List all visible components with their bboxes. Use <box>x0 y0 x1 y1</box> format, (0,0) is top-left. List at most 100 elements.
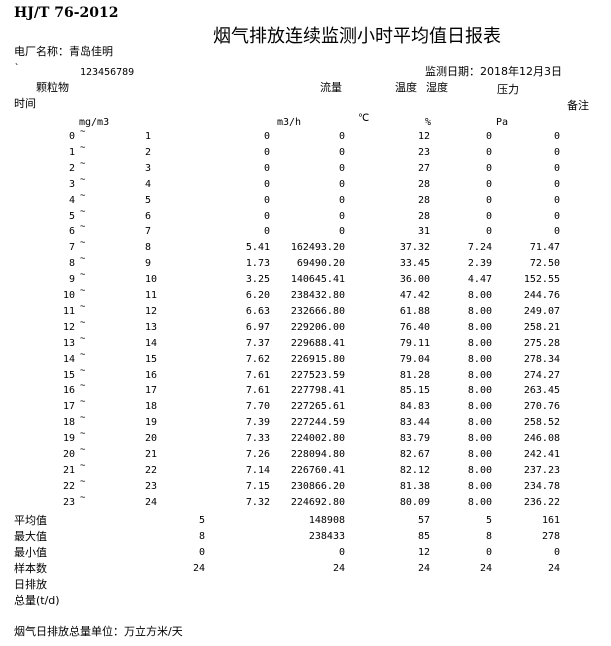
summary-humidity: 5 <box>485 515 492 526</box>
tilde-mark: ~ <box>80 413 86 424</box>
hour-start: 20 <box>62 449 75 460</box>
tilde-mark: ~ <box>80 174 86 185</box>
cell-humidity: 8.00 <box>467 321 492 333</box>
hour-start: 7 <box>68 242 75 254</box>
cell-humidity: 8.00 <box>467 480 492 492</box>
cell-particles: 3.25 <box>245 274 270 286</box>
standard-code: HJ/T 76-2012 <box>14 5 119 21</box>
cell-flow: 227265.61 <box>290 401 345 413</box>
tilde-mark: ~ <box>80 476 86 487</box>
tilde-mark: ~ <box>80 301 86 312</box>
cell-particles: 7.61 <box>245 385 270 397</box>
cell-temperature: 33.45 <box>399 258 430 270</box>
col-time: 时间 <box>14 97 36 110</box>
cell-pressure: 275.28 <box>523 337 560 349</box>
summary-particles: 24 <box>192 563 205 574</box>
cell-humidity: 8.00 <box>467 353 492 365</box>
cell-temperature: 28 <box>417 210 430 222</box>
cell-temperature: 85.15 <box>399 385 430 397</box>
cell-particles: 7.32 <box>245 496 270 508</box>
hour-end: 8 <box>145 242 152 254</box>
cell-flow: 228094.80 <box>290 449 345 460</box>
cell-pressure: 0 <box>553 194 560 206</box>
cell-temperature: 80.09 <box>399 496 430 508</box>
unit-humidity: % <box>425 117 432 128</box>
cell-humidity: 8.00 <box>467 337 492 349</box>
cell-flow: 227798.41 <box>290 385 345 397</box>
cell-pressure: 249.07 <box>523 305 560 317</box>
hour-start: 4 <box>68 194 75 206</box>
cell-flow: 227244.59 <box>290 417 345 429</box>
cell-flow: 0 <box>338 131 345 142</box>
cell-temperature: 81.38 <box>399 480 430 492</box>
cell-temperature: 83.44 <box>399 417 430 429</box>
cell-pressure: 0 <box>553 210 560 222</box>
tilde-mark: ~ <box>80 127 86 137</box>
cell-humidity: 7.24 <box>467 242 492 254</box>
cell-flow: 227523.59 <box>290 369 345 381</box>
hour-end: 20 <box>145 433 158 445</box>
hour-start: 9 <box>68 274 75 286</box>
cell-temperature: 28 <box>417 194 430 206</box>
summary-flow: 24 <box>332 563 345 574</box>
cell-flow: 226760.41 <box>290 464 345 476</box>
hour-start: 19 <box>62 433 75 445</box>
hour-start: 22 <box>62 480 75 492</box>
hour-start: 18 <box>62 417 75 429</box>
hour-end: 22 <box>145 464 158 476</box>
cell-pressure: 234.78 <box>523 480 560 492</box>
backtick-mark: ` <box>14 63 21 74</box>
summary-pressure: 161 <box>541 515 560 526</box>
hour-end: 19 <box>145 417 158 429</box>
summary-label: 平均值 <box>14 514 47 527</box>
cell-humidity: 8.00 <box>467 305 492 317</box>
summary-label: 最小值 <box>14 546 47 559</box>
summary-flow: 0 <box>338 547 345 558</box>
cell-particles: 7.70 <box>245 401 270 413</box>
hour-end: 21 <box>145 449 158 460</box>
monitoring-date: 监测日期：2018年12月3日 <box>425 65 562 78</box>
cell-pressure: 263.45 <box>523 385 560 397</box>
summary-temperature: 57 <box>417 515 430 526</box>
hour-start: 23 <box>62 496 75 508</box>
hour-end: 5 <box>145 194 152 206</box>
hour-start: 10 <box>62 290 75 301</box>
hour-end: 16 <box>145 369 158 381</box>
cell-flow: 229688.41 <box>290 337 345 349</box>
cell-particles: 7.62 <box>245 353 270 365</box>
col-humidity: 湿度 <box>426 81 448 94</box>
cell-particles: 7.14 <box>245 464 270 476</box>
cell-particles: 7.61 <box>245 369 270 381</box>
cell-humidity: 8.00 <box>467 464 492 476</box>
tilde-mark: ~ <box>80 492 86 503</box>
cell-temperature: 28 <box>417 178 430 190</box>
tilde-mark: ~ <box>80 206 86 217</box>
cell-humidity: 0 <box>485 131 492 142</box>
hour-end: 17 <box>145 385 158 397</box>
cell-particles: 0 <box>263 178 270 190</box>
tilde-mark: ~ <box>80 142 86 153</box>
hour-end: 15 <box>145 353 158 365</box>
page-title: 烟气排放连续监测小时平均值日报表 <box>213 26 501 47</box>
summary-label: 最大值 <box>14 530 47 543</box>
cell-humidity: 4.47 <box>467 274 492 286</box>
hour-start: 3 <box>68 178 75 190</box>
hour-start: 5 <box>68 210 75 222</box>
cell-pressure: 0 <box>553 226 560 238</box>
summary-particles: 8 <box>198 531 205 542</box>
cell-temperature: 82.12 <box>399 464 430 476</box>
cell-temperature: 36.00 <box>399 274 430 286</box>
cell-particles: 6.63 <box>245 305 270 317</box>
cell-particles: 7.15 <box>245 480 270 492</box>
cell-temperature: 31 <box>417 226 430 238</box>
tilde-mark: ~ <box>80 158 86 169</box>
hour-end: 9 <box>145 258 152 270</box>
cell-flow: 226915.80 <box>290 353 345 365</box>
tilde-mark: ~ <box>80 270 86 281</box>
cell-flow: 0 <box>338 162 345 174</box>
cell-humidity: 0 <box>485 178 492 190</box>
cell-flow: 0 <box>338 146 345 158</box>
tilde-mark: ~ <box>80 254 86 265</box>
cell-flow: 224692.80 <box>290 496 345 508</box>
